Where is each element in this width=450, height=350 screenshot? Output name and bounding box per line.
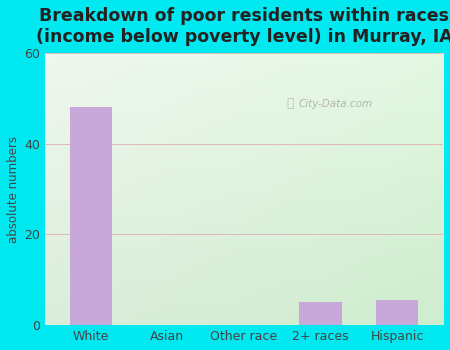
Y-axis label: absolute numbers: absolute numbers — [7, 135, 20, 243]
Text: City-Data.com: City-Data.com — [298, 99, 373, 109]
Bar — [299, 302, 342, 325]
Bar — [376, 300, 418, 325]
Text: ⦾: ⦾ — [286, 97, 293, 110]
Title: Breakdown of poor residents within races
(income below poverty level) in Murray,: Breakdown of poor residents within races… — [36, 7, 450, 46]
Bar — [70, 107, 112, 325]
